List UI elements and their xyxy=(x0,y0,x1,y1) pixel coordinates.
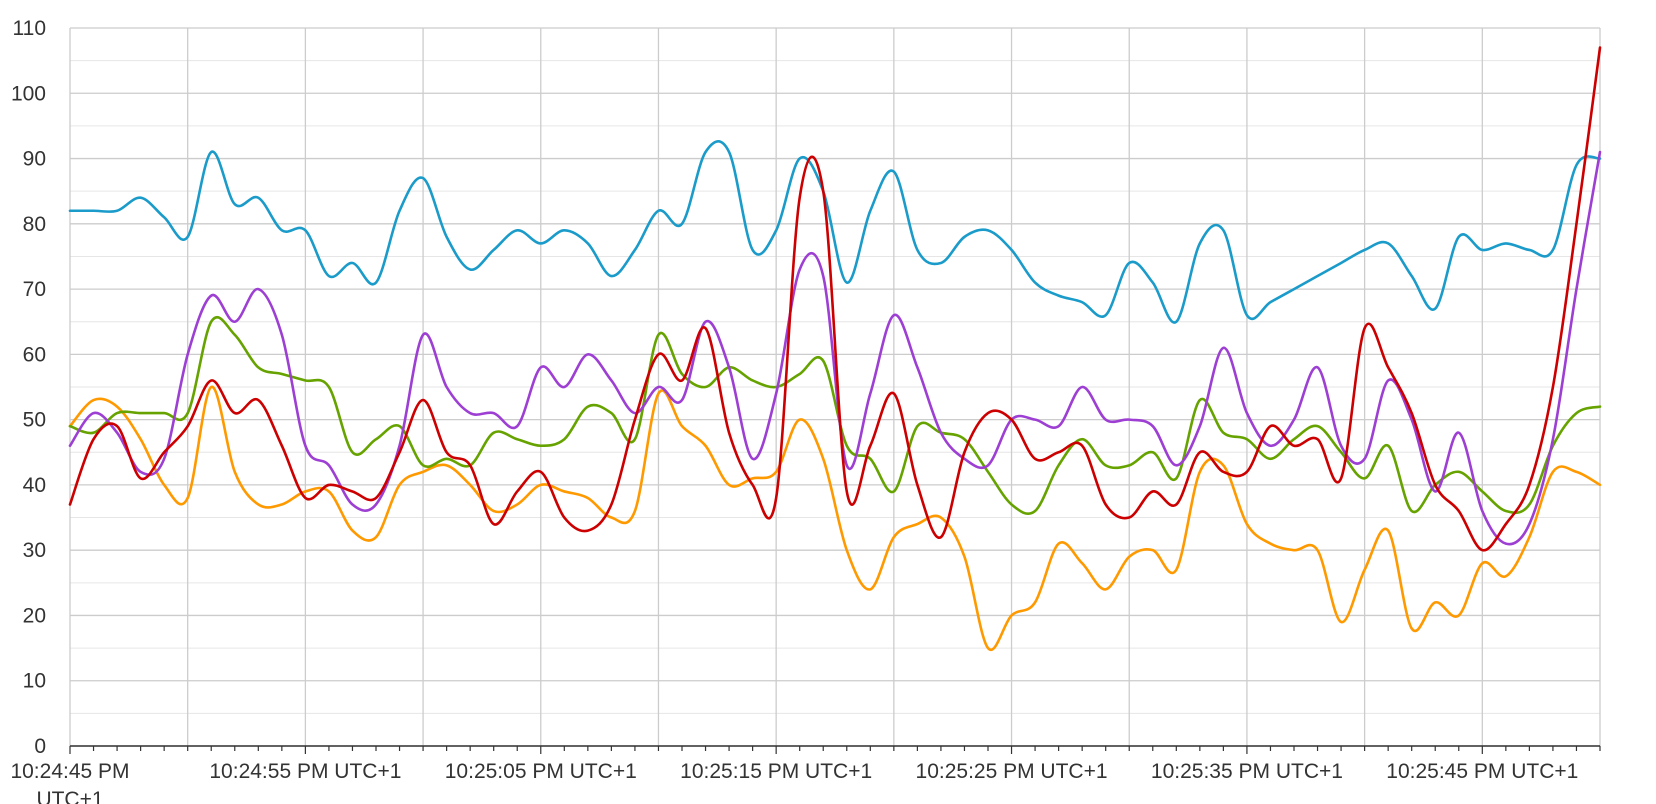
y-tick-label: 40 xyxy=(23,474,46,497)
series-line-2 xyxy=(68,46,1602,552)
y-axis-tick-labels: 0 10 20 30 40 50 60 70 80 90 100 110 xyxy=(11,17,46,758)
y-tick-label: 20 xyxy=(23,604,46,627)
y-tick-label: 90 xyxy=(23,148,46,171)
y-tick-label: 60 xyxy=(23,343,46,366)
y-tick-label: 10 xyxy=(23,670,46,693)
x-tick-label: 10:24:55 PM UTC+1 xyxy=(209,760,401,783)
y-tick-label: 0 xyxy=(34,735,46,758)
series-line-4 xyxy=(68,315,1602,515)
y-tick-label: 100 xyxy=(11,82,46,105)
x-tick-label: 10:25:35 PM UTC+1 xyxy=(1151,760,1343,783)
series-lines xyxy=(68,46,1602,652)
x-tick-label: 10:25:05 PM UTC+1 xyxy=(445,760,637,783)
x-tick-label: 10:25:25 PM UTC+1 xyxy=(916,760,1108,783)
x-tick-label: 10:25:15 PM UTC+1 xyxy=(680,760,872,783)
x-tick-label: 10:25:45 PM UTC+1 xyxy=(1386,760,1578,783)
y-tick-label: 30 xyxy=(23,539,46,562)
x-axis-tick-labels: 10:24:45 PM UTC+1 10:24:55 PM UTC+1 10:25:0… xyxy=(10,746,1601,804)
x-tick-label: 10:24:45 PM UTC+1 xyxy=(10,760,129,804)
y-tick-label: 50 xyxy=(23,409,46,432)
y-tick-label: 70 xyxy=(23,278,46,301)
y-tick-label: 80 xyxy=(23,213,46,236)
series-line-1 xyxy=(68,140,1602,324)
y-tick-label: 110 xyxy=(13,17,46,40)
